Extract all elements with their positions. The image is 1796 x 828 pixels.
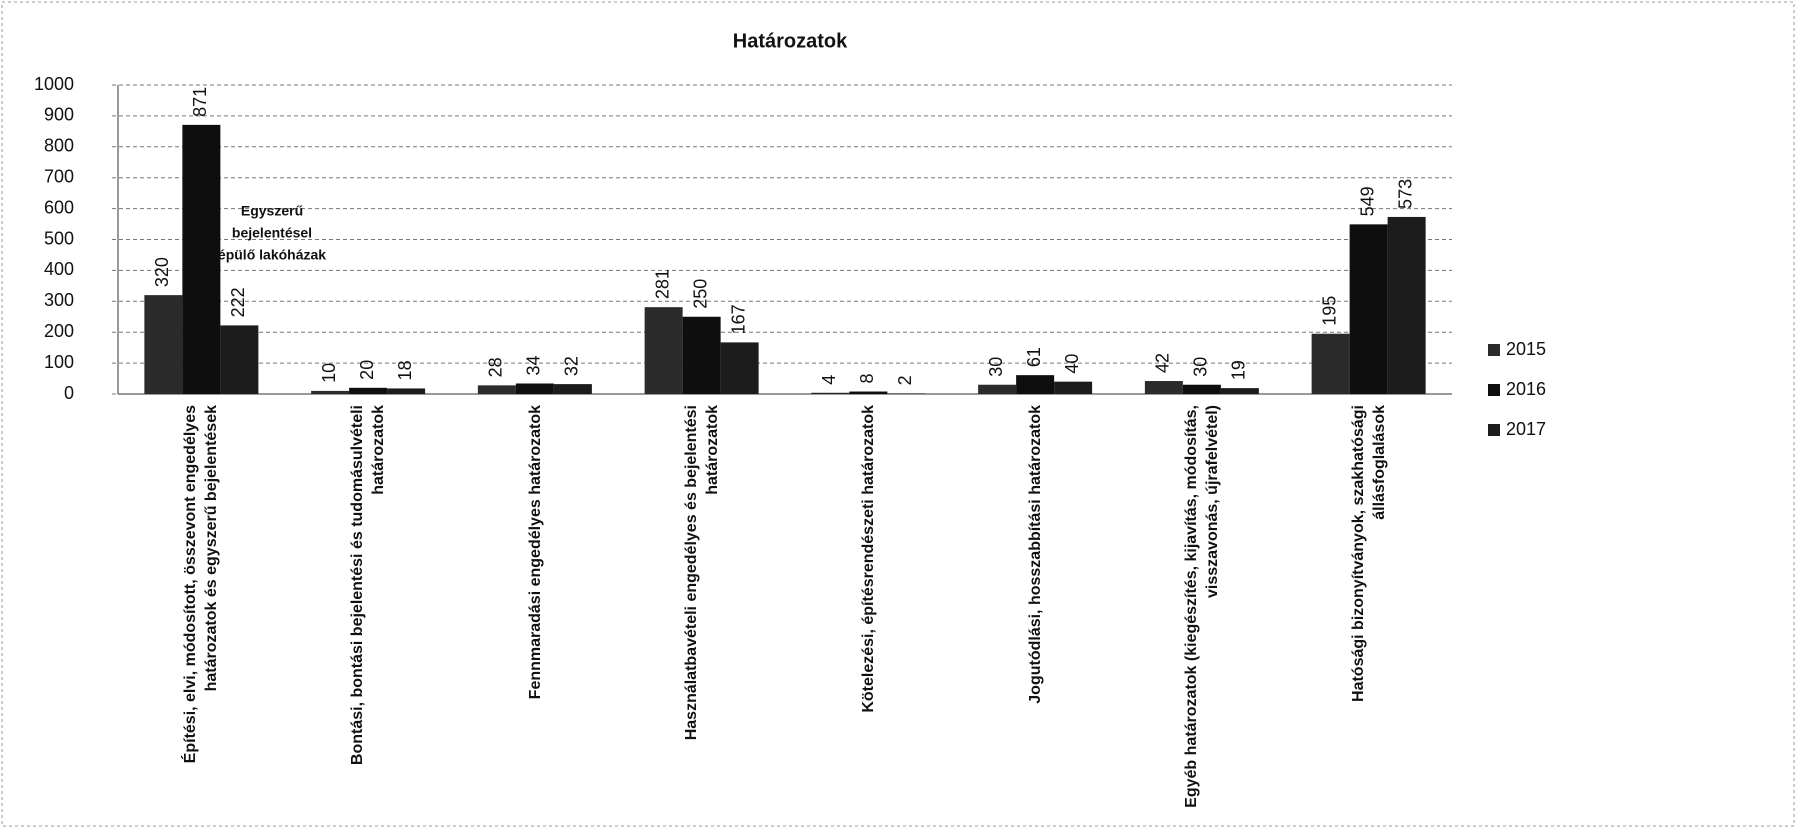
bar	[1144, 381, 1183, 394]
data-label: 8	[857, 374, 877, 384]
bar	[849, 391, 888, 394]
category-text: Használatbavételi engedélyes és bejelent…	[682, 405, 721, 741]
bar	[1387, 216, 1426, 394]
y-tick-label: 300	[44, 290, 74, 310]
annotation: épülő lakóházak	[218, 247, 326, 263]
x-tick-label: Fennmaradási engedélyes határozatok	[450, 405, 620, 815]
data-label: 250	[690, 279, 710, 309]
category-text: Építési, elvi, módosított, összevont eng…	[182, 405, 221, 764]
data-label: 30	[986, 357, 1006, 377]
y-tick-label: 900	[44, 105, 74, 125]
data-label: 18	[395, 360, 415, 380]
data-label: 30	[1191, 357, 1211, 377]
y-tick-label: 1000	[34, 74, 74, 94]
bar	[1182, 384, 1221, 394]
annotation: Egyszerű	[241, 203, 303, 219]
y-tick-label: 700	[44, 166, 74, 186]
bar	[887, 393, 926, 394]
legend-label: 2015	[1506, 339, 1546, 359]
data-label: 222	[228, 287, 248, 317]
bar	[682, 316, 721, 394]
data-label: 10	[319, 363, 339, 383]
x-tick-label: Használatbavételi engedélyes és bejelent…	[617, 405, 787, 815]
chart-title: Határozatok	[733, 30, 848, 52]
category-text: Jogutódlási, hosszabbítási határozatok	[1026, 405, 1044, 704]
data-label: 573	[1395, 179, 1415, 209]
bar	[1220, 388, 1259, 394]
y-tick-label: 0	[64, 383, 74, 403]
bar	[144, 295, 183, 394]
data-label: 34	[524, 355, 544, 375]
data-label: 167	[728, 304, 748, 334]
data-label: 4	[819, 375, 839, 385]
bar	[311, 390, 350, 394]
legend-swatch	[1488, 424, 1500, 436]
legend-label: 2016	[1506, 379, 1546, 399]
bar	[182, 124, 221, 395]
data-label: 320	[152, 257, 172, 287]
bar	[515, 383, 554, 394]
x-tick-label: Bontási, bontási bejelentési és tudomásu…	[283, 405, 453, 815]
data-label: 871	[190, 87, 210, 117]
data-label: 61	[1024, 347, 1044, 367]
y-tick-label: 600	[44, 197, 74, 217]
annotation: bejelentésel	[232, 225, 312, 241]
bar	[220, 325, 259, 394]
x-tick-label: Építési, elvi, módosított, összevont eng…	[116, 405, 286, 815]
data-label: 40	[1062, 354, 1082, 374]
x-tick-label: Kötelezési, építésrendészeti határozatok	[783, 405, 953, 815]
bar	[1311, 333, 1350, 394]
x-tick-label: Hatósági bizonyítványok, szakhatósági ál…	[1284, 405, 1454, 815]
y-tick-label: 400	[44, 259, 74, 279]
bar	[720, 342, 759, 394]
category-text: Fennmaradási engedélyes határozatok	[526, 405, 544, 700]
data-label: 2	[895, 375, 915, 385]
data-label: 28	[486, 357, 506, 377]
legend-swatch	[1488, 384, 1500, 396]
bar	[1016, 375, 1055, 394]
data-label: 32	[562, 356, 582, 376]
x-tick-label: Egyéb határozatok (kiegészítés, kijavítá…	[1117, 405, 1287, 815]
x-tick-label: Jogutódlási, hosszabbítási határozatok	[950, 405, 1120, 815]
category-text: Egyéb határozatok (kiegészítés, kijavítá…	[1182, 405, 1221, 808]
bar	[349, 387, 388, 394]
legend-label: 2017	[1506, 419, 1546, 439]
bar	[1054, 381, 1093, 394]
y-tick-label: 100	[44, 352, 74, 372]
category-text: Bontási, bontási bejelentési és tudomásu…	[349, 405, 388, 766]
legend-swatch	[1488, 344, 1500, 356]
bar	[644, 307, 683, 394]
bar	[811, 392, 850, 394]
data-label: 19	[1229, 360, 1249, 380]
data-label: 281	[652, 269, 672, 299]
y-tick-label: 200	[44, 321, 74, 341]
y-tick-label: 500	[44, 228, 74, 248]
bar	[477, 385, 516, 394]
category-text: Kötelezési, építésrendészeti határozatok	[859, 405, 877, 713]
bar	[978, 384, 1017, 394]
category-text: Hatósági bizonyítványok, szakhatósági ál…	[1349, 405, 1388, 702]
bar	[387, 388, 426, 394]
data-label: 20	[357, 360, 377, 380]
y-tick-label: 800	[44, 136, 74, 156]
bar	[553, 384, 592, 394]
data-label: 549	[1357, 186, 1377, 216]
bar	[1349, 224, 1388, 394]
data-label: 42	[1153, 353, 1173, 373]
data-label: 195	[1319, 296, 1339, 326]
